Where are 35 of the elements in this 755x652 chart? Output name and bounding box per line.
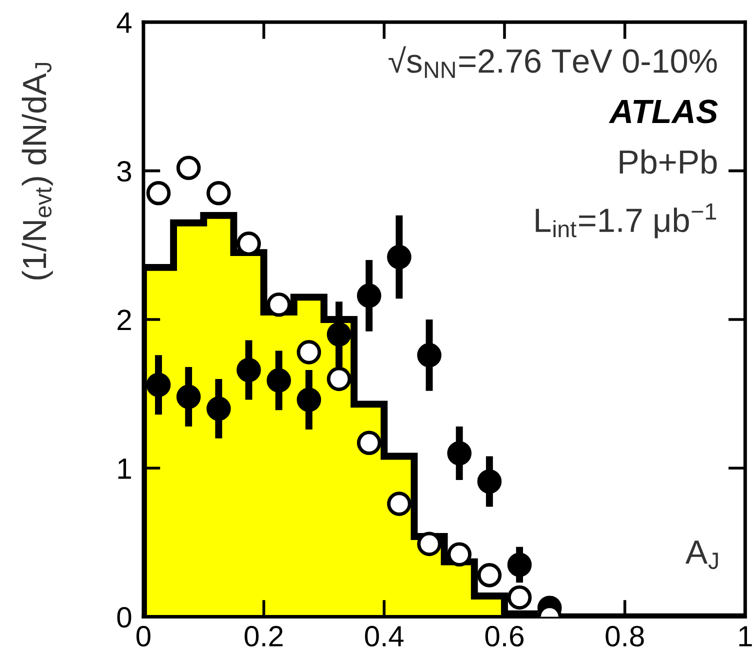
annotation: √s$_{NN}$=2.76 TeV 0-10% [388, 46, 717, 78]
point [236, 358, 261, 382]
point [447, 441, 472, 466]
point [326, 366, 352, 392]
point [507, 552, 532, 577]
point [387, 492, 412, 516]
annotation: ATLAS [608, 100, 718, 124]
point [417, 343, 442, 368]
annotation: L$_{int}$=1.7 μb$^{−1}$ [536, 203, 716, 238]
x-tick-label: 0.6 [485, 626, 524, 647]
y-tick-label: 4 [116, 12, 132, 33]
point [387, 244, 412, 270]
point [146, 372, 171, 398]
annotation: Pb+Pb [620, 149, 717, 174]
x-tick-label: 0.4 [365, 626, 404, 647]
x-tick-label: 0.8 [606, 626, 644, 647]
y-tick-label: 1 [118, 458, 131, 479]
point [206, 396, 231, 421]
x-tick-label: 0 [136, 626, 150, 647]
y-tick-label: 0 [117, 606, 132, 628]
point [477, 469, 502, 494]
point [296, 340, 322, 364]
point [176, 384, 201, 409]
x-tick-label: 1 [739, 626, 752, 646]
y-tick-label: 2 [118, 310, 131, 330]
point [417, 532, 442, 556]
point [266, 368, 291, 393]
x-tick-label: 0.2 [244, 626, 283, 647]
point [296, 388, 322, 412]
y-tick-label: 3 [117, 161, 132, 182]
x-axis-title: A$_{J}$ [685, 540, 718, 570]
point [356, 284, 382, 308]
point [356, 430, 382, 456]
y-axis-title: (1/N$_{evt}$) dN/dA$_{J}$ [22, 62, 53, 280]
point [326, 322, 352, 346]
